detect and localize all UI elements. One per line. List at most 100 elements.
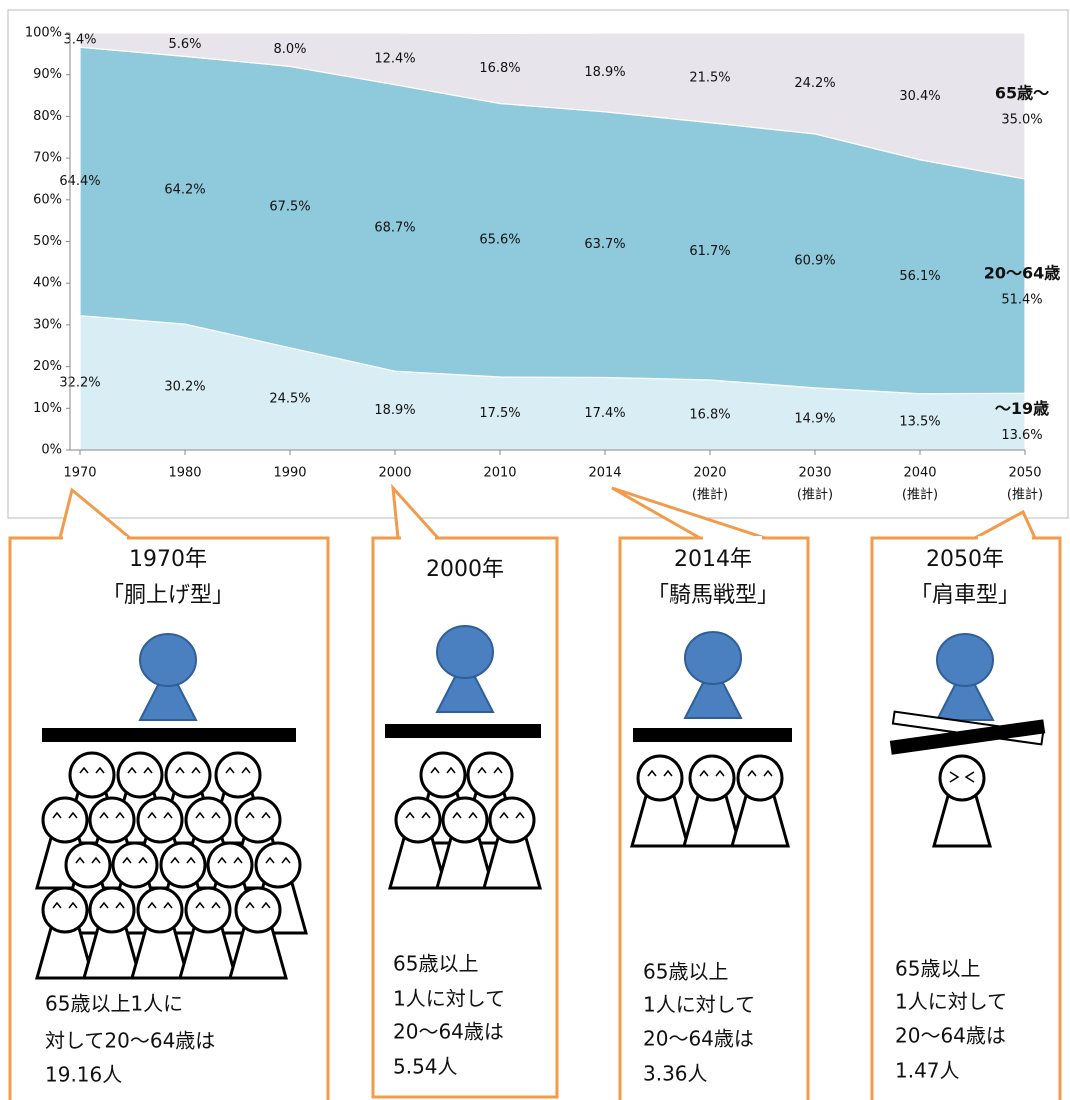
y-tick-label: 60% <box>33 192 62 207</box>
elder-head <box>139 633 197 687</box>
person-face <box>245 811 271 819</box>
data-label: 3.4% <box>63 33 96 48</box>
person-head <box>938 754 986 802</box>
x-tick-label: 2000 <box>378 466 411 481</box>
person-face <box>405 811 431 819</box>
data-label: 24.2% <box>794 76 835 91</box>
x-tick-sublabel: (推計) <box>692 487 728 503</box>
person-head <box>41 886 89 934</box>
data-label: 14.9% <box>794 411 835 426</box>
legend-label: 65歳～ <box>995 83 1049 102</box>
person-face <box>170 856 196 864</box>
data-label: 16.8% <box>689 407 730 422</box>
panel-text: 5.54人 <box>393 1055 458 1079</box>
panel-text: 20～64歳は <box>393 1020 504 1044</box>
person-head <box>688 754 736 802</box>
person-face <box>265 856 291 864</box>
person-face <box>52 811 78 819</box>
person-head <box>111 841 159 889</box>
person-head <box>394 796 442 844</box>
x-tick-label: 1970 <box>63 466 96 481</box>
legend-label: 20～64歳 <box>984 264 1061 283</box>
person-face <box>99 901 125 909</box>
person-face <box>127 766 153 774</box>
data-label: 32.2% <box>59 375 100 390</box>
x-tick-label: 2040 <box>903 466 936 481</box>
person-head <box>159 841 207 889</box>
y-tick-label: 30% <box>33 317 62 332</box>
data-label: 67.5% <box>269 200 310 215</box>
person-head <box>68 751 116 799</box>
panel-title: 2014年 <box>674 547 752 572</box>
data-label: 18.9% <box>374 403 415 418</box>
person-face <box>195 901 221 909</box>
data-label: 5.6% <box>168 37 201 52</box>
data-label: 21.5% <box>689 70 730 85</box>
person-face <box>245 901 271 909</box>
data-label: 17.5% <box>479 406 520 421</box>
panel-text: 65歳以上1人に <box>45 992 183 1016</box>
data-label: 12.4% <box>374 51 415 66</box>
x-tick-label: 1980 <box>168 466 201 481</box>
data-label: 30.2% <box>164 380 205 395</box>
y-tick-label: 50% <box>33 234 62 249</box>
y-tick-label: 70% <box>33 151 62 166</box>
person-head <box>116 751 164 799</box>
person-head <box>184 886 232 934</box>
panel-text: 65歳以上 <box>643 960 728 984</box>
panels: 1970年「胴上げ型」65歳以上1人に対して20～64歳は19.16人2000年… <box>8 483 1062 1100</box>
person-face <box>499 811 525 819</box>
y-tick-label: 100% <box>25 26 62 41</box>
panel-text: 20～64歳は <box>895 1024 1006 1048</box>
bar <box>385 724 541 738</box>
data-label: 18.9% <box>584 65 625 80</box>
panel-text: 1人に対して <box>393 987 505 1011</box>
person-head <box>736 754 784 802</box>
panel-title: 2000年 <box>426 557 504 582</box>
person-face <box>699 769 725 777</box>
panel-title: 「胴上げ型」 <box>102 583 234 608</box>
y-tick-label: 20% <box>33 359 62 374</box>
data-label: 24.5% <box>269 391 310 406</box>
data-label: 63.7% <box>584 237 625 252</box>
person-head <box>136 796 184 844</box>
data-label: 8.0% <box>273 42 306 57</box>
person-face <box>225 766 251 774</box>
bar <box>889 719 1046 755</box>
elder-head <box>684 631 742 685</box>
data-label: 65.6% <box>479 233 520 248</box>
person-face <box>175 766 201 774</box>
person-face <box>147 811 173 819</box>
data-label: 35.0% <box>1001 112 1042 127</box>
panel-text: 1.47人 <box>895 1059 960 1083</box>
person-face <box>217 856 243 864</box>
x-tick-label: 2020 <box>693 466 726 481</box>
y-tick-label: 90% <box>33 67 62 82</box>
panel-title: 「騎馬戦型」 <box>647 583 779 608</box>
person-head <box>488 796 536 844</box>
y-tick-label: 40% <box>33 276 62 291</box>
panel-text: 1人に対して <box>895 990 1007 1014</box>
data-label: 64.4% <box>59 174 100 189</box>
person-head <box>234 886 282 934</box>
x-tick-label: 2014 <box>588 466 621 481</box>
person-head <box>419 751 467 799</box>
person-face <box>949 771 975 783</box>
person-head <box>254 841 302 889</box>
person-head <box>214 751 262 799</box>
panel-title: 1970年 <box>129 547 207 572</box>
data-label: 13.6% <box>1001 428 1042 443</box>
x-tick-label: 2050 <box>1008 466 1041 481</box>
elder-head <box>936 633 994 687</box>
x-tick-sublabel: (推計) <box>902 487 938 503</box>
person-head <box>88 886 136 934</box>
panel-text: 65歳以上 <box>895 957 980 981</box>
data-label: 16.8% <box>479 61 520 76</box>
person-head <box>41 796 89 844</box>
person-head <box>234 796 282 844</box>
data-label: 13.5% <box>899 414 940 429</box>
bar <box>42 728 296 742</box>
person-head <box>64 841 112 889</box>
data-label: 17.4% <box>584 406 625 421</box>
